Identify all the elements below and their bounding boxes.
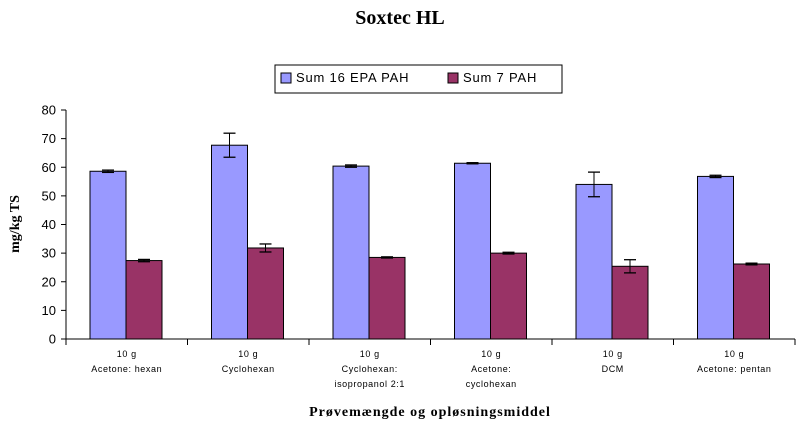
y-tick-label: 20 — [42, 274, 56, 289]
chart-title: Soxtec HL — [355, 7, 444, 29]
category-label: 10 g — [481, 349, 501, 359]
legend-swatch-series-2 — [447, 72, 459, 84]
category-label: Acetone: pentan — [697, 364, 772, 374]
legend-swatch-series-1 — [280, 72, 292, 84]
bar-sum16-epa-pah-3 — [332, 165, 370, 340]
category-label: Acetone: — [471, 364, 511, 374]
y-tick-label: 80 — [42, 103, 56, 118]
category-label: 10 g — [724, 349, 744, 359]
y-tick-label: 30 — [42, 246, 56, 261]
category-label: 10 g — [238, 349, 258, 359]
y-tick-label: 0 — [49, 332, 56, 347]
category-label: 10 g — [603, 349, 623, 359]
bar-sum7-pah-5 — [611, 265, 649, 340]
bar-sum7-pah-2 — [247, 247, 284, 340]
bar-sum16-epa-pah-1 — [89, 170, 127, 340]
y-tick-label: 40 — [42, 217, 56, 232]
y-tick-label: 60 — [42, 160, 56, 175]
bar-sum7-pah-6 — [733, 263, 770, 340]
bar-sum7-pah-1 — [125, 260, 163, 340]
axes — [65, 110, 796, 345]
category-labels: 10 g Acetone: hexan 10 g Cyclohexan 10 g Cycl… — [91, 349, 771, 389]
legend: Sum 16 EPA PAH Sum 7 PAH — [274, 64, 563, 94]
bar-sum16-epa-pah-2 — [211, 144, 248, 340]
x-axis-title: Prøvemængde og opløsningsmiddel — [309, 405, 551, 420]
legend-label-series-2: Sum 7 PAH — [463, 70, 537, 85]
category-label: Cyclohexan — [222, 364, 275, 374]
category-label: 10 g — [117, 349, 137, 359]
bars — [89, 132, 770, 340]
legend-label-series-1: Sum 16 EPA PAH — [296, 70, 409, 85]
y-tick-label: 50 — [42, 188, 56, 203]
category-label: DCM — [602, 364, 624, 374]
y-tick-label: 10 — [42, 303, 56, 318]
y-axis: 0 10 20 30 40 50 60 70 80 — [42, 103, 66, 347]
category-label: 10 g — [360, 349, 380, 359]
category-label: Acetone: hexan — [91, 364, 162, 374]
y-tick-label: 70 — [42, 131, 56, 146]
bar-sum7-pah-3 — [368, 256, 406, 340]
bar-sum16-epa-pah-4 — [454, 162, 491, 340]
bar-sum7-pah-4 — [490, 252, 527, 340]
category-label: Cyclohexan: — [342, 364, 398, 374]
y-axis-title: mg/kg TS — [8, 195, 23, 253]
category-label: isopropanol 2:1 — [334, 379, 405, 389]
category-label: cyclohexan — [466, 379, 517, 389]
bar-sum16-epa-pah-5 — [575, 183, 613, 340]
legend-frame — [274, 64, 563, 94]
bar-sum16-epa-pah-6 — [697, 175, 734, 340]
